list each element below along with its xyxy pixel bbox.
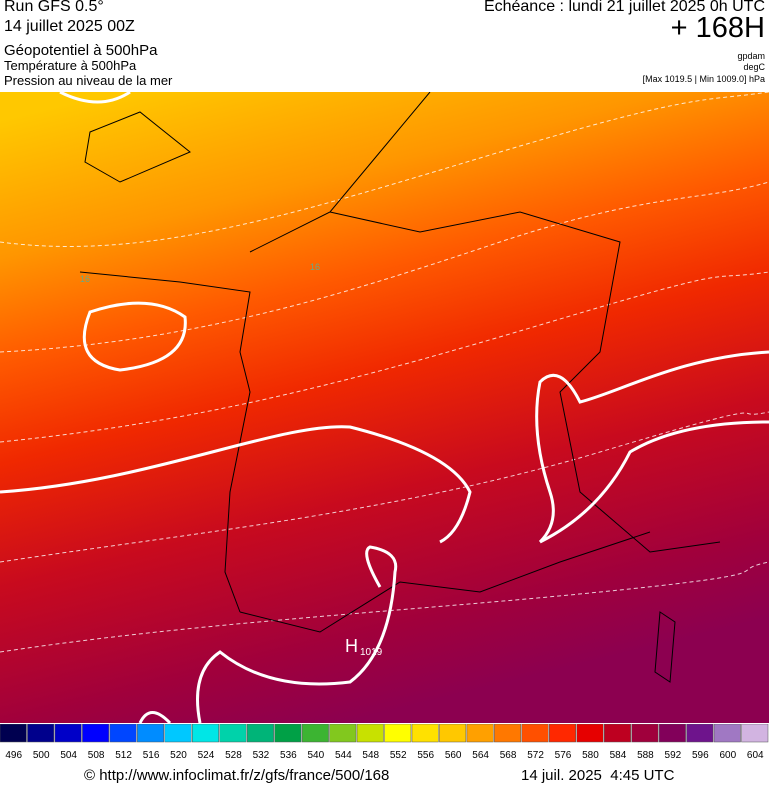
field: Géopotentiel à 500hPa — [4, 42, 158, 59]
colorbar-swatch — [219, 724, 247, 743]
colorbar-label: 600 — [719, 750, 736, 761]
colorbar-label: 568 — [500, 750, 517, 761]
colorbar-label: 584 — [610, 750, 627, 761]
contour-label: 16 — [310, 262, 320, 272]
field: Pression au niveau de la mer — [4, 73, 173, 88]
field: Température à 500hPa — [4, 58, 137, 73]
colorbar-swatch — [54, 724, 82, 743]
colorbar-swatch — [549, 724, 576, 743]
colorbar-label: 508 — [88, 750, 105, 761]
colorbar-label: 528 — [225, 750, 242, 761]
colorbar-swatch — [741, 724, 769, 743]
colorbar-swatch — [658, 724, 686, 743]
colorbar-label: 532 — [253, 750, 270, 761]
colorbar-label: 500 — [33, 750, 50, 761]
colorbar-label: 596 — [692, 750, 709, 761]
colorbar-swatch — [466, 724, 494, 743]
run: Run GFS 0.5° — [4, 0, 104, 15]
colorbar-label: 504 — [60, 750, 77, 761]
colorbar-label: 544 — [335, 750, 352, 761]
timestamp: 14 juil. 2025 4:45 UTC — [521, 767, 675, 784]
colorbar-label: 520 — [170, 750, 187, 761]
colorbar-swatch — [686, 724, 714, 743]
run-date: 14 juillet 2025 00Z — [4, 18, 135, 35]
colorbar-label: 556 — [417, 750, 434, 761]
colorbar-swatch — [576, 724, 604, 743]
colorbar-swatch — [603, 724, 631, 743]
colorbar-swatch — [164, 724, 192, 743]
unit: degC — [743, 62, 765, 72]
colorbar-swatch — [301, 724, 329, 743]
colorbar-label: 564 — [472, 750, 489, 761]
colorbar-swatch — [631, 724, 659, 743]
colorbar-swatch — [109, 724, 137, 743]
colorbar: 496 500 504 508 512 516 520 524 528 532 536 540 544 5… — [0, 724, 769, 761]
colorbar-label: 548 — [362, 750, 379, 761]
colorbar-label: 540 — [307, 750, 324, 761]
colorbar-label: 572 — [527, 750, 544, 761]
isobars — [0, 92, 769, 723]
colorbar-label: 552 — [390, 750, 407, 761]
echeance: Echéance : lundi 21 juillet 2025 0h UTC — [483, 0, 765, 15]
source-url: © http://www.infoclimat.fr/z/gfs/france/… — [84, 767, 390, 784]
colorbar-swatch — [27, 724, 55, 743]
colorbar-swatch — [0, 724, 27, 743]
colorbar-label: 560 — [445, 750, 462, 761]
colorbar-label: 512 — [115, 750, 132, 761]
high-letter: H — [345, 636, 358, 656]
map: H 1019 16 16 — [0, 92, 769, 723]
colorbar-swatch — [246, 724, 274, 743]
colorbar-swatch — [356, 724, 384, 743]
colorbar-label: 592 — [665, 750, 682, 761]
range: [Max 1019.5 | Min 1009.0] hPa — [642, 74, 765, 84]
colorbar-label: 516 — [143, 750, 160, 761]
temperature-field — [0, 92, 769, 723]
colorbar-label: 580 — [582, 750, 599, 761]
colorbar-swatch — [137, 724, 165, 743]
colorbar-swatch — [494, 724, 522, 743]
coastline — [79, 92, 721, 683]
colorbar-swatch — [713, 724, 741, 743]
colorbar-label: 524 — [198, 750, 215, 761]
colorbar-swatch — [82, 724, 110, 743]
colorbar-swatch — [411, 724, 439, 743]
colorbar-label: 604 — [747, 750, 764, 761]
colorbar-label: 536 — [280, 750, 297, 761]
colorbar-label: 496 — [5, 750, 22, 761]
isotherms — [0, 92, 769, 653]
colorbar-swatch — [192, 724, 219, 743]
colorbar-swatch — [384, 724, 412, 743]
colorbar-label: 576 — [555, 750, 572, 761]
colorbar-swatch — [274, 724, 302, 743]
offset: + 168H — [670, 12, 765, 44]
contour-label: 16 — [80, 274, 90, 284]
high-value: 1019 — [360, 647, 383, 658]
colorbar-swatch — [521, 724, 549, 743]
colorbar-label: 588 — [637, 750, 654, 761]
unit: gpdam — [737, 51, 765, 61]
colorbar-swatch — [439, 724, 467, 743]
colorbar-swatch — [329, 724, 357, 743]
